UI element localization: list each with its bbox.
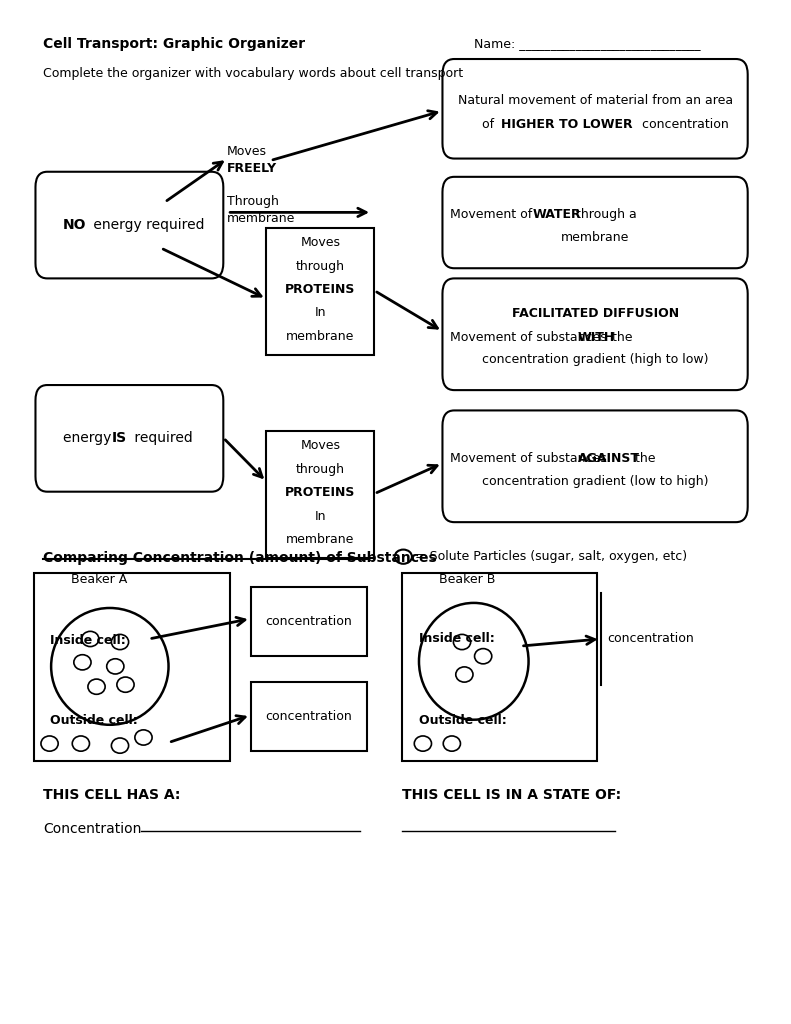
Text: Comparing Concentration (amount) of Substances: Comparing Concentration (amount) of Subs…	[44, 551, 437, 564]
Text: NO: NO	[62, 217, 86, 231]
Text: Through: Through	[227, 195, 279, 208]
Text: FREELY: FREELY	[227, 162, 278, 175]
Text: the: the	[607, 331, 632, 344]
Text: Beaker B: Beaker B	[438, 573, 495, 586]
Text: THIS CELL HAS A:: THIS CELL HAS A:	[44, 788, 180, 802]
Ellipse shape	[74, 654, 91, 670]
Text: the: the	[631, 452, 656, 465]
Ellipse shape	[41, 736, 59, 752]
Text: concentration: concentration	[638, 118, 729, 130]
FancyBboxPatch shape	[251, 682, 366, 751]
Text: through: through	[296, 463, 345, 476]
Text: Outside cell:: Outside cell:	[50, 714, 138, 727]
Ellipse shape	[453, 635, 471, 649]
Ellipse shape	[135, 730, 152, 745]
Ellipse shape	[117, 677, 134, 692]
Text: WITH: WITH	[578, 331, 615, 344]
Text: PROTEINS: PROTEINS	[286, 283, 355, 296]
Ellipse shape	[81, 632, 99, 646]
Text: Outside cell:: Outside cell:	[419, 714, 507, 727]
Ellipse shape	[443, 736, 460, 752]
FancyBboxPatch shape	[251, 587, 366, 656]
Ellipse shape	[107, 658, 124, 674]
Ellipse shape	[112, 635, 129, 649]
Text: FACILITATED DIFFUSION: FACILITATED DIFFUSION	[512, 307, 679, 321]
Text: AGAINST: AGAINST	[578, 452, 640, 465]
Text: PROTEINS: PROTEINS	[286, 486, 355, 500]
Ellipse shape	[475, 648, 492, 664]
FancyBboxPatch shape	[442, 411, 747, 522]
Text: concentration gradient (high to low): concentration gradient (high to low)	[482, 353, 708, 367]
Text: concentration: concentration	[265, 710, 352, 723]
Ellipse shape	[414, 736, 432, 752]
Text: THIS CELL IS IN A STATE OF:: THIS CELL IS IN A STATE OF:	[402, 788, 621, 802]
Text: membrane: membrane	[561, 231, 630, 245]
Text: energy: energy	[62, 431, 115, 444]
FancyBboxPatch shape	[442, 279, 747, 390]
Text: concentration: concentration	[607, 633, 694, 645]
Text: Moves: Moves	[301, 439, 340, 453]
FancyBboxPatch shape	[402, 573, 597, 761]
Text: WATER: WATER	[532, 208, 581, 221]
Text: Name: _____________________________: Name: _____________________________	[474, 37, 700, 50]
Text: Movement of: Movement of	[450, 208, 536, 221]
FancyBboxPatch shape	[267, 431, 374, 558]
Text: Concentration: Concentration	[44, 822, 142, 836]
Text: Cell Transport: Graphic Organizer: Cell Transport: Graphic Organizer	[44, 37, 305, 50]
Text: concentration: concentration	[265, 615, 352, 628]
Text: HIGHER TO LOWER: HIGHER TO LOWER	[501, 118, 633, 130]
FancyBboxPatch shape	[267, 227, 374, 354]
Text: Moves: Moves	[227, 145, 267, 158]
Text: Movement of substances: Movement of substances	[450, 452, 611, 465]
Text: concentration gradient (low to high): concentration gradient (low to high)	[482, 475, 708, 488]
Text: Natural movement of material from an area: Natural movement of material from an are…	[457, 94, 732, 108]
Text: Movement of substances: Movement of substances	[450, 331, 611, 344]
Text: membrane: membrane	[286, 330, 354, 343]
Ellipse shape	[72, 736, 89, 752]
Ellipse shape	[88, 679, 105, 694]
Text: of: of	[482, 118, 498, 130]
Ellipse shape	[456, 667, 473, 682]
Text: In: In	[315, 510, 326, 522]
Ellipse shape	[51, 608, 168, 725]
Text: Moves: Moves	[301, 237, 340, 250]
Text: through a: through a	[572, 208, 636, 221]
FancyBboxPatch shape	[442, 59, 747, 159]
Text: membrane: membrane	[286, 532, 354, 546]
Text: Inside cell:: Inside cell:	[419, 633, 494, 645]
FancyBboxPatch shape	[36, 172, 223, 279]
Text: energy required: energy required	[89, 217, 204, 231]
Text: = Solute Particles (sugar, salt, oxygen, etc): = Solute Particles (sugar, salt, oxygen,…	[415, 550, 687, 563]
FancyBboxPatch shape	[34, 573, 229, 761]
Text: membrane: membrane	[227, 212, 296, 225]
Ellipse shape	[395, 550, 412, 564]
Ellipse shape	[419, 603, 528, 720]
Text: Complete the organizer with vocabulary words about cell transport: Complete the organizer with vocabulary w…	[44, 68, 464, 80]
Text: Beaker A: Beaker A	[70, 573, 127, 586]
Text: required: required	[131, 431, 193, 444]
Text: In: In	[315, 306, 326, 319]
Text: through: through	[296, 260, 345, 272]
FancyBboxPatch shape	[442, 177, 747, 268]
Text: Inside cell:: Inside cell:	[50, 635, 125, 647]
FancyBboxPatch shape	[36, 385, 223, 492]
Text: IS: IS	[112, 431, 127, 444]
Ellipse shape	[112, 738, 129, 754]
